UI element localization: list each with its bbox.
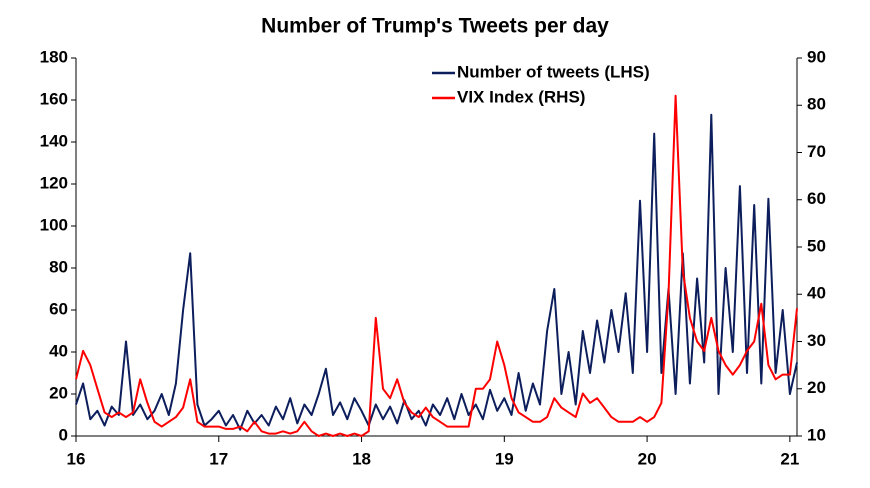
y2-tick-label: 80 xyxy=(807,95,826,114)
y2-tick-label: 50 xyxy=(807,236,826,255)
x-tick-label: 18 xyxy=(352,449,371,468)
y-tick-label: 60 xyxy=(49,299,68,318)
y-tick-label: 0 xyxy=(59,425,68,444)
x-tick-label: 21 xyxy=(780,449,799,468)
y2-tick-label: 70 xyxy=(807,142,826,161)
y2-tick-label: 30 xyxy=(807,331,826,350)
y-tick-label: 40 xyxy=(49,341,68,360)
legend-label: VIX Index (RHS) xyxy=(457,87,585,106)
x-tick-label: 17 xyxy=(209,449,228,468)
series-line xyxy=(75,113,798,431)
chart-title: Number of Trump's Tweets per day xyxy=(261,15,609,38)
y-tick-label: 20 xyxy=(49,383,68,402)
y-tick-label: 160 xyxy=(40,89,68,108)
legend-label: Number of tweets (LHS) xyxy=(457,62,650,81)
y2-tick-label: 90 xyxy=(807,47,826,66)
y2-tick-label: 60 xyxy=(807,189,826,208)
y2-tick-label: 40 xyxy=(807,284,826,303)
y2-tick-label: 10 xyxy=(807,425,826,444)
y-tick-label: 120 xyxy=(40,173,68,192)
y2-tick-label: 20 xyxy=(807,378,826,397)
x-tick-label: 19 xyxy=(495,449,514,468)
y-tick-label: 80 xyxy=(49,257,68,276)
y-tick-label: 140 xyxy=(40,131,68,150)
series-line xyxy=(75,94,798,437)
x-tick-label: 20 xyxy=(638,449,657,468)
y-tick-label: 180 xyxy=(40,47,68,66)
y-tick-label: 100 xyxy=(40,215,68,234)
x-tick-label: 16 xyxy=(67,449,86,468)
